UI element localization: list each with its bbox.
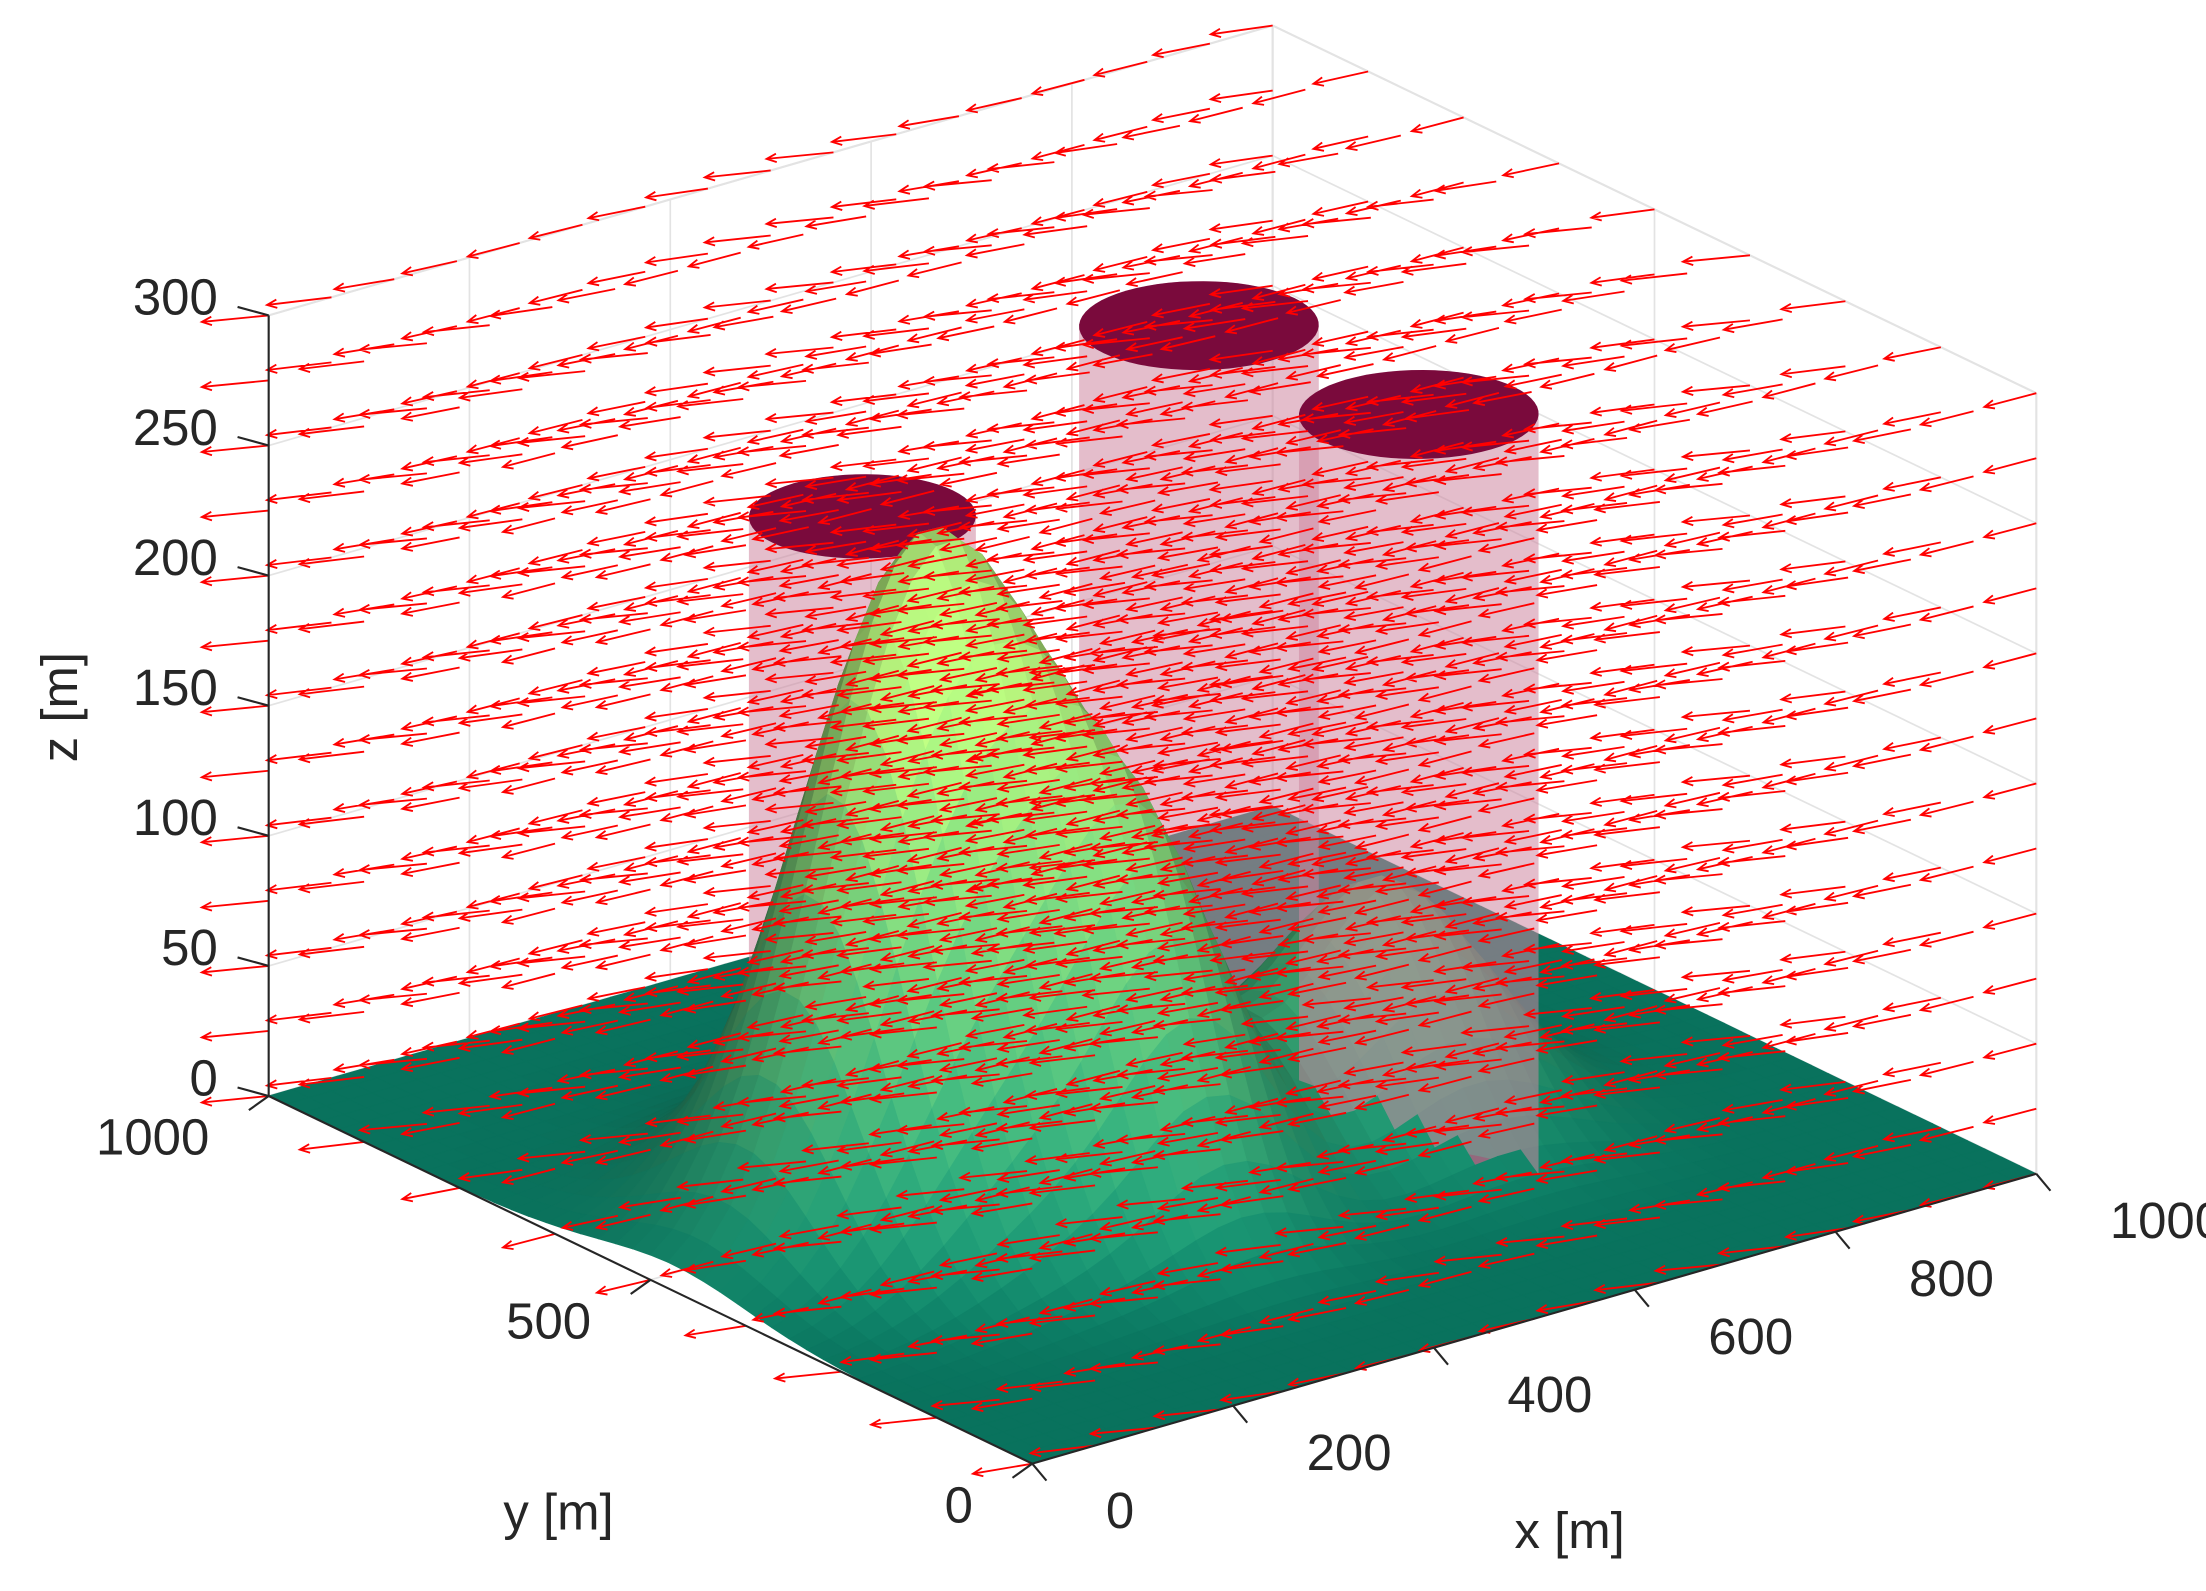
tick-mark (237, 566, 269, 577)
tick-mark (237, 1086, 269, 1098)
tick-mark (1232, 1405, 1249, 1424)
x-tick-label: 800 (1909, 1250, 1994, 1307)
z-tick-label: 300 (133, 269, 218, 326)
x-tick-label: 200 (1307, 1424, 1392, 1481)
x-tick-label: 400 (1507, 1366, 1592, 1423)
z-tick-label: 250 (133, 399, 218, 456)
tick-mark (237, 826, 269, 837)
z-tick-label: 100 (133, 789, 218, 846)
y-tick-label: 500 (506, 1293, 591, 1350)
y-axis-title: y [m] (503, 1483, 613, 1540)
tick-mark (2035, 1173, 2052, 1192)
y-tick-label: 1000 (96, 1109, 209, 1166)
z-tick-label: 0 (189, 1049, 217, 1106)
tick-mark (237, 696, 269, 707)
x-tick-label: 1000 (2110, 1192, 2206, 1249)
tick-mark (237, 436, 269, 447)
x-tick-label: 600 (1708, 1308, 1793, 1365)
z-tick-label: 200 (133, 529, 218, 586)
x-tick-label: 0 (1106, 1482, 1134, 1539)
tick-mark (1633, 1289, 1650, 1308)
x-axis-title: x [m] (1515, 1502, 1625, 1559)
z-tick-label: 50 (161, 919, 218, 976)
box-edge (268, 24, 1273, 317)
y-tick-label: 0 (945, 1476, 973, 1533)
obstacle-top (1298, 369, 1539, 459)
tick-mark (237, 956, 269, 967)
z-tick-label: 150 (133, 659, 218, 716)
tick-mark (1031, 1462, 1048, 1482)
tick-mark (237, 305, 269, 317)
z-axis-title: z [m] (31, 652, 88, 762)
tick-mark (1433, 1347, 1449, 1366)
tick-mark (1834, 1231, 1851, 1250)
